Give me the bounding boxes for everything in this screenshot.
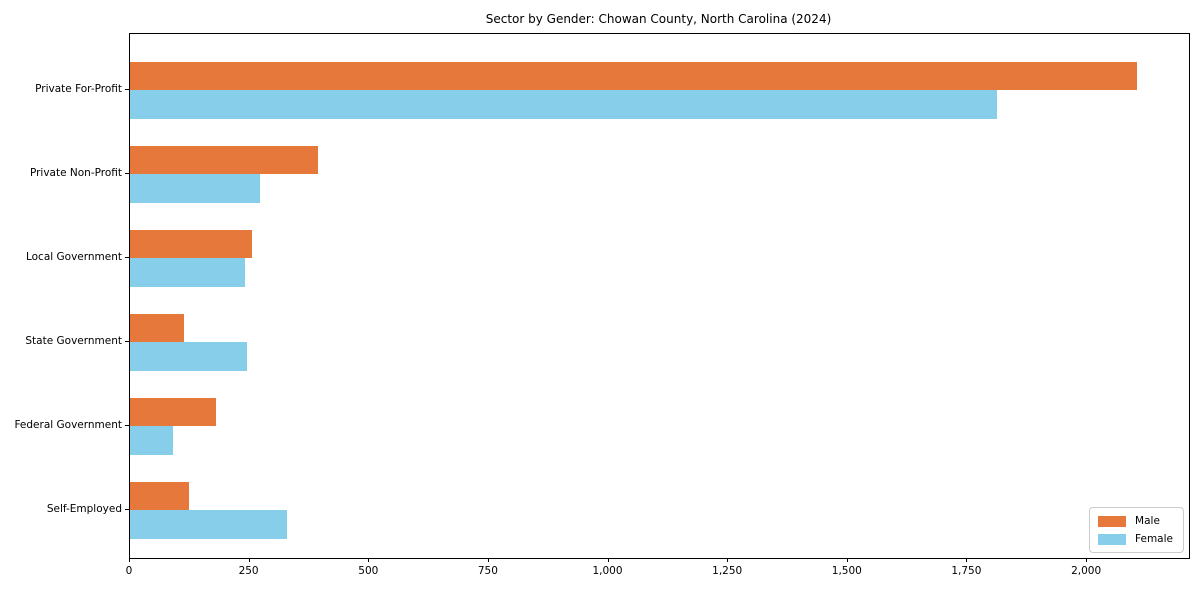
legend-swatch-male [1098, 515, 1127, 527]
legend: Male Female [1089, 507, 1184, 553]
ytick-mark [125, 425, 129, 426]
bar-male-local-government [130, 229, 252, 258]
legend-swatch-female [1098, 533, 1127, 545]
bar-male-private-non-profit [130, 145, 318, 174]
chart-title: Sector by Gender: Chowan County, North C… [485, 12, 832, 26]
ytick-label-private-non-profit: Private Non-Profit [29, 166, 122, 179]
xtick-mark [1086, 558, 1088, 562]
bar-male-federal-government [130, 397, 217, 426]
xtick-label-1750: 1,750 [951, 565, 982, 577]
ytick-mark [125, 173, 129, 174]
plot-area [129, 33, 1190, 559]
bar-male-self-employed [130, 481, 189, 510]
xtick-mark [727, 558, 729, 562]
bar-male-state-government [130, 313, 184, 342]
bar-female-federal-government [130, 426, 174, 455]
bar-male-private-for-profit [130, 61, 1138, 90]
xtick-label-1250: 1,250 [712, 565, 743, 577]
xtick-mark [607, 558, 609, 562]
ytick-mark [125, 257, 129, 258]
xtick-label-750: 750 [477, 565, 498, 577]
legend-entry-female: Female [1098, 533, 1173, 545]
bar-female-private-non-profit [130, 174, 261, 203]
bar-female-state-government [130, 342, 248, 371]
legend-label-female: Female [1135, 533, 1173, 545]
xtick-mark [129, 558, 130, 562]
xtick-label-500: 500 [358, 565, 379, 577]
xtick-label-2000: 2,000 [1071, 565, 1102, 577]
bar-female-self-employed [130, 510, 287, 539]
bar-female-local-government [130, 258, 245, 287]
ytick-mark [125, 341, 129, 342]
ytick-label-local-government: Local Government [25, 250, 122, 263]
xtick-label-1000: 1,000 [592, 565, 623, 577]
xtick-mark [846, 558, 848, 562]
legend-label-male: Male [1135, 515, 1160, 527]
xtick-label-250: 250 [238, 565, 259, 577]
ytick-mark [125, 509, 129, 510]
xtick-mark [487, 558, 489, 562]
ytick-label-self-employed: Self-Employed [46, 502, 122, 515]
legend-entry-male: Male [1098, 515, 1173, 527]
xtick-mark [248, 558, 250, 562]
bar-female-private-for-profit [130, 90, 998, 119]
xtick-mark [966, 558, 968, 562]
ytick-label-private-for-profit: Private For-Profit [35, 82, 122, 95]
ytick-label-federal-government: Federal Government [14, 418, 122, 431]
ytick-label-state-government: State Government [25, 334, 122, 347]
xtick-label-0: 0 [125, 565, 133, 577]
xtick-mark [368, 558, 370, 562]
xtick-label-1500: 1,500 [831, 565, 862, 577]
ytick-mark [125, 89, 129, 90]
